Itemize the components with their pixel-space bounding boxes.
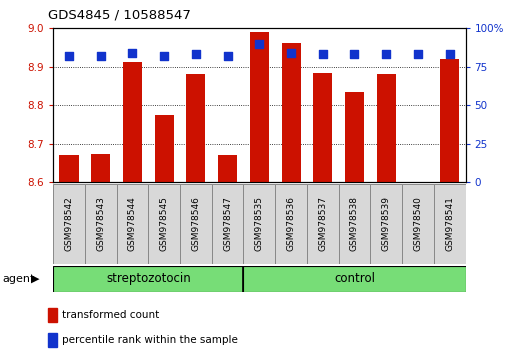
Bar xyxy=(211,184,243,264)
Point xyxy=(381,52,389,57)
Bar xyxy=(344,92,363,182)
Text: GSM978545: GSM978545 xyxy=(160,196,168,251)
Text: GSM978542: GSM978542 xyxy=(64,196,73,251)
Text: GSM978541: GSM978541 xyxy=(444,196,453,251)
Bar xyxy=(53,184,85,264)
Bar xyxy=(85,184,116,264)
Point xyxy=(223,53,231,59)
Bar xyxy=(116,184,148,264)
Point xyxy=(96,53,105,59)
Point xyxy=(286,50,294,56)
Text: GSM978543: GSM978543 xyxy=(96,196,105,251)
Bar xyxy=(180,184,211,264)
Text: GSM978547: GSM978547 xyxy=(223,196,232,251)
Point xyxy=(350,52,358,57)
Text: GDS4845 / 10588547: GDS4845 / 10588547 xyxy=(48,9,190,22)
Bar xyxy=(307,184,338,264)
Bar xyxy=(91,154,110,182)
Point xyxy=(413,52,421,57)
Text: GSM978538: GSM978538 xyxy=(349,196,358,251)
Bar xyxy=(60,155,78,182)
Bar xyxy=(243,184,275,264)
Point xyxy=(160,53,168,59)
Text: GSM978540: GSM978540 xyxy=(413,196,422,251)
Bar xyxy=(249,32,268,182)
Text: GSM978537: GSM978537 xyxy=(318,196,327,251)
Point xyxy=(191,52,199,57)
Bar xyxy=(275,184,307,264)
Bar xyxy=(338,184,370,264)
Bar xyxy=(53,266,243,292)
Bar xyxy=(439,59,458,182)
Text: GSM978546: GSM978546 xyxy=(191,196,200,251)
Text: GSM978535: GSM978535 xyxy=(255,196,263,251)
Point xyxy=(445,52,453,57)
Text: agent: agent xyxy=(3,274,35,284)
Bar xyxy=(243,266,465,292)
Bar xyxy=(401,184,433,264)
Point xyxy=(255,41,263,47)
Bar xyxy=(186,74,205,182)
Bar xyxy=(281,42,300,182)
Bar xyxy=(155,115,173,182)
Bar xyxy=(148,184,180,264)
Bar xyxy=(313,73,332,182)
Text: GSM978536: GSM978536 xyxy=(286,196,295,251)
Text: transformed count: transformed count xyxy=(62,310,159,320)
Point xyxy=(65,53,73,59)
Text: streptozotocin: streptozotocin xyxy=(106,272,190,285)
Bar xyxy=(433,184,465,264)
Point xyxy=(318,52,326,57)
Bar xyxy=(123,62,142,182)
Bar xyxy=(376,74,395,182)
Bar xyxy=(218,155,237,182)
Text: ▶: ▶ xyxy=(31,274,40,284)
Text: percentile rank within the sample: percentile rank within the sample xyxy=(62,335,238,345)
Point xyxy=(128,50,136,56)
Bar xyxy=(370,184,401,264)
Text: GSM978539: GSM978539 xyxy=(381,196,390,251)
Text: GSM978544: GSM978544 xyxy=(128,196,137,251)
Text: control: control xyxy=(333,272,374,285)
